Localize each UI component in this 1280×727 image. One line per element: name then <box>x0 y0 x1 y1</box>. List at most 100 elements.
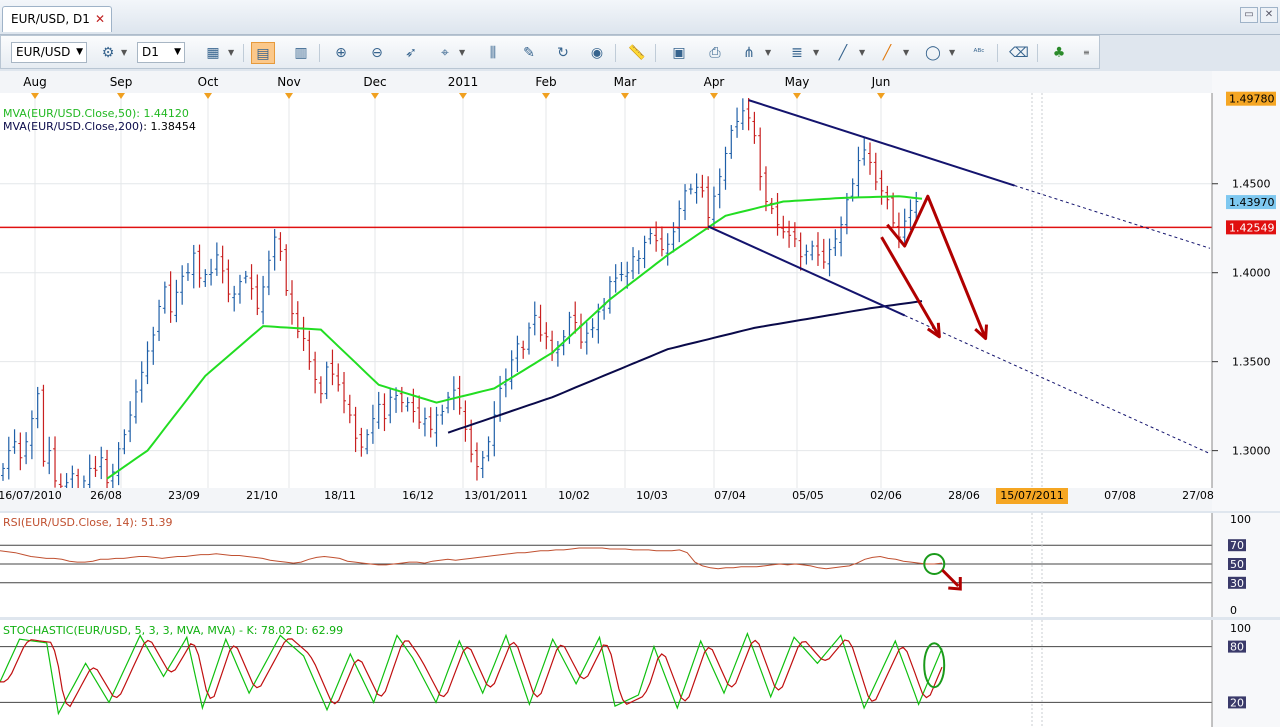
rsi-tick-label: 100 <box>1230 513 1251 526</box>
ma200-legend-name: MVA(EUR/USD.Close,200) <box>3 120 144 133</box>
crosshair-icon[interactable]: ⌖ <box>441 45 449 61</box>
month-label: 2011 <box>448 75 479 89</box>
fork-icon[interactable]: ⋔ <box>743 45 755 61</box>
rsi-chart[interactable]: 100 70 50 30 0 <box>0 513 1280 617</box>
separator <box>243 44 244 62</box>
timeframe-select[interactable]: D1 ▼ <box>137 42 185 63</box>
cursor-icon[interactable]: ➶ <box>405 45 417 61</box>
close-icon[interactable]: ✕ <box>1260 7 1278 23</box>
stoch-d-line <box>0 638 943 708</box>
eraser-icon[interactable]: ⌫ <box>1009 45 1029 61</box>
plot-area <box>0 93 1212 488</box>
y-axis-area <box>1212 93 1280 488</box>
month-marker-icon <box>542 93 550 99</box>
zoom-in-icon[interactable]: ⊕ <box>335 45 347 61</box>
separator <box>615 44 616 62</box>
rsi-panel: 100 70 50 30 0 RSI(EUR/USD.Close, 14): 51.39 <box>0 513 1280 617</box>
y-tick-label: 1.4500 <box>1232 178 1271 191</box>
template-icon[interactable]: ✎ <box>523 45 535 61</box>
symbol-select[interactable]: EUR/USD ▼ <box>11 42 87 63</box>
highlighted-date-box <box>996 488 1068 504</box>
month-marker-icon <box>459 93 467 99</box>
stoch-highlight-ellipse <box>923 642 946 689</box>
print-icon[interactable]: ⎙ <box>709 45 721 61</box>
crosshair-dropdown-icon[interactable]: ▼ <box>459 48 466 57</box>
tab-bar: EUR/USD, D1 ✕ ▭ ✕ <box>0 0 1280 35</box>
lower-trendline-extension <box>904 314 1211 455</box>
x-tick-label: 28/06 <box>948 489 980 502</box>
rsi-level-box <box>1228 558 1246 570</box>
instrument-dropdown-icon[interactable]: ▼ <box>121 48 128 57</box>
forecast-arrowhead-icon <box>974 324 988 341</box>
pen-dropdown-icon[interactable]: ▼ <box>903 48 910 57</box>
refresh-icon[interactable]: ↻ <box>557 45 569 61</box>
price-panel: Aug Sep Oct Nov Dec 2011 Feb Mar Apr May Jun 1.450… <box>0 71 1280 511</box>
stoch-level-box <box>1228 640 1246 653</box>
x-tick-label: 10/03 <box>636 489 668 502</box>
chart-type-dropdown-icon[interactable]: ▼ <box>228 48 235 57</box>
close-tab-icon[interactable]: ✕ <box>94 12 105 26</box>
month-strip <box>0 71 1212 93</box>
rsi-line <box>0 547 943 570</box>
month-label: May <box>785 75 810 89</box>
chart-type-icon[interactable]: ▦ <box>206 45 220 61</box>
rsi-tick-label: 70 <box>1230 539 1244 552</box>
picture-icon[interactable]: ▣ <box>672 45 686 61</box>
month-label: Oct <box>198 75 219 89</box>
channel-dropdown-icon[interactable]: ▼ <box>813 48 820 57</box>
price-chart[interactable]: Aug Sep Oct Nov Dec 2011 Feb Mar Apr May Jun 1.450… <box>0 71 1280 511</box>
rsi-down-arrow <box>941 568 960 588</box>
ma50-legend-name: MVA(EUR/USD.Close,50) <box>3 107 137 120</box>
month-label: Dec <box>363 75 386 89</box>
x-tick-label: 05/05 <box>792 489 824 502</box>
resistance-price-label-box <box>1226 220 1276 235</box>
stoch-tick-label: 20 <box>1230 696 1244 709</box>
x-axis-area <box>0 488 1212 511</box>
x-tick-label: 07/04 <box>714 489 746 502</box>
month-label: Jun <box>871 75 891 89</box>
rsi-arrowhead-icon <box>948 577 962 591</box>
x-tick-label: 15/07/2011 <box>1000 489 1063 502</box>
ruler-icon[interactable]: 📏 <box>628 45 646 61</box>
stoch-level-box <box>1228 696 1246 709</box>
indicator-icon[interactable]: ⫼ <box>489 45 497 61</box>
x-tick-label: 27/08 <box>1182 489 1214 502</box>
toolbar-more-icon[interactable]: ≡ <box>1083 48 1090 57</box>
globe-icon[interactable]: ◉ <box>590 45 604 61</box>
chart-tab[interactable]: EUR/USD, D1 ✕ <box>2 6 112 32</box>
current-price-label-box <box>1226 195 1276 210</box>
channel-icon[interactable]: ≣ <box>791 45 803 61</box>
restore-icon[interactable]: ▭ <box>1240 7 1258 23</box>
lower-trendline <box>707 225 906 317</box>
separator <box>655 44 656 62</box>
zoom-out-icon[interactable]: ⊖ <box>371 45 383 61</box>
ellipse-dropdown-icon[interactable]: ▼ <box>949 48 956 57</box>
y-tick-label: 1.3000 <box>1232 445 1271 458</box>
timeframe-value: D1 <box>142 45 159 59</box>
x-tick-label: 02/06 <box>870 489 902 502</box>
candle-icon[interactable]: ▥ <box>294 45 308 61</box>
bar-icon[interactable]: ▤ <box>251 42 275 64</box>
instrument-icon[interactable]: ⚙ <box>101 45 115 61</box>
objects-icon[interactable]: ♣ <box>1052 45 1066 61</box>
fork-dropdown-icon[interactable]: ▼ <box>765 48 772 57</box>
rsi-level-box <box>1228 576 1246 589</box>
month-marker-icon <box>117 93 125 99</box>
pen-icon[interactable]: ╱ <box>882 45 892 61</box>
line-icon[interactable]: ╱ <box>838 45 848 61</box>
resistance-price-label: 1.42549 <box>1229 221 1275 234</box>
x-tick-label: 26/08 <box>90 489 122 502</box>
text-icon[interactable]: ᴬᴮᶜ <box>973 48 985 58</box>
stochastic-legend: STOCHASTIC(EUR/USD, 5, 3, 3, MVA, MVA) -… <box>3 624 344 637</box>
stoch-tick-label: 80 <box>1230 641 1244 654</box>
rsi-legend: RSI(EUR/USD.Close, 14): 51.39 <box>3 516 173 529</box>
x-tick-label: 13/01/2011 <box>464 489 527 502</box>
stochastic-chart[interactable]: 100 80 20 <box>0 620 1280 727</box>
line-dropdown-icon[interactable]: ▼ <box>859 48 866 57</box>
rsi-tick-label: 0 <box>1230 604 1237 617</box>
ma200-line <box>447 300 923 434</box>
separator <box>1037 44 1038 62</box>
chart-tab-label: EUR/USD, D1 <box>11 12 90 26</box>
ellipse-icon[interactable]: ◯ <box>925 45 941 61</box>
ma200-legend-value: 1.38454 <box>150 120 196 133</box>
